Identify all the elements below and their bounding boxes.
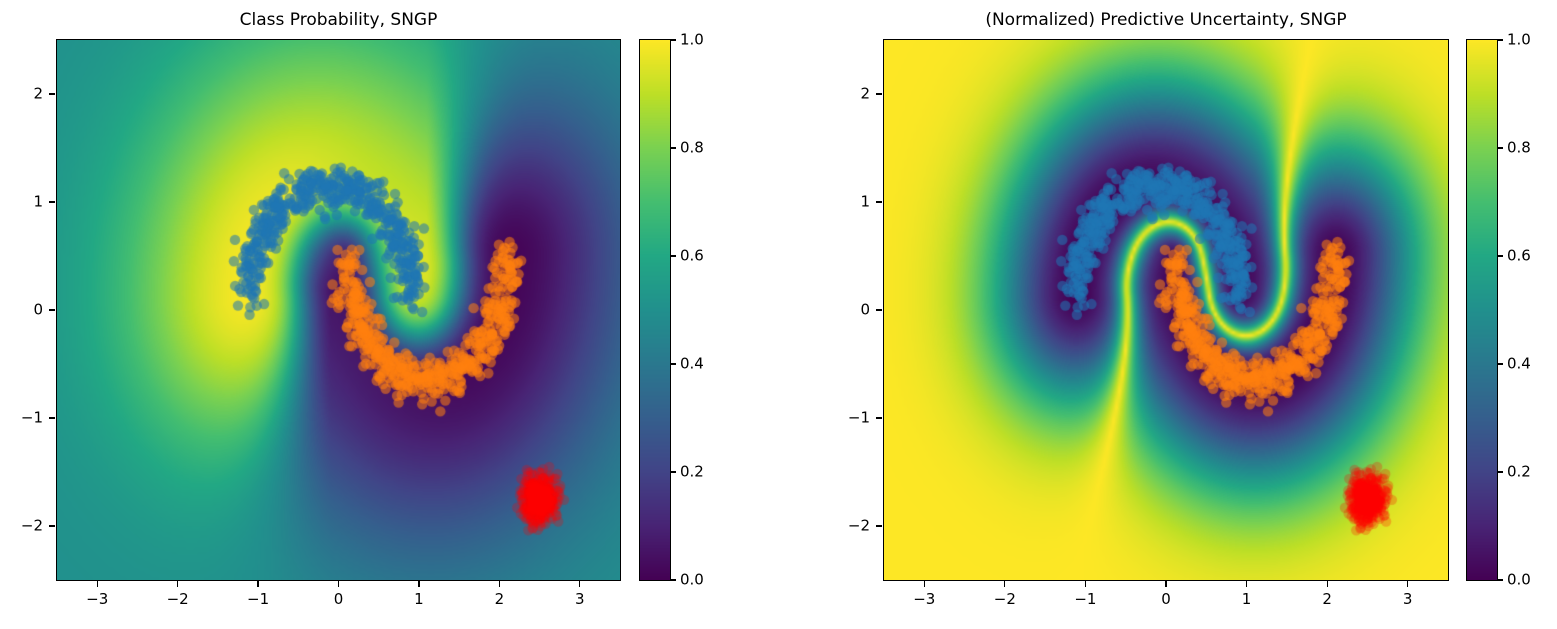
x-tick-label: −3 [913, 590, 936, 608]
x-tick-label: −2 [993, 590, 1016, 608]
colorbar-tick [1498, 363, 1503, 365]
x-tick [579, 581, 581, 587]
colorbar-tick [671, 39, 676, 41]
x-tick [257, 581, 259, 587]
x-tick-label: −2 [166, 590, 189, 608]
y-tick-label: 2 [860, 84, 870, 103]
colorbar-tick [1498, 579, 1503, 581]
colorbar-tick [1498, 255, 1503, 257]
y-tick [876, 525, 882, 527]
colorbar-tick [671, 147, 676, 149]
colorbar-tick [1498, 147, 1503, 149]
y-tick-label: −2 [20, 516, 43, 535]
right-plot-title: (Normalized) Predictive Uncertainty, SNG… [985, 10, 1347, 30]
colorbar-gradient-0 [640, 40, 670, 580]
x-tick-label: 1 [414, 590, 424, 608]
x-tick-label: −3 [86, 590, 109, 608]
colorbar-tick [671, 363, 676, 365]
heatmap-canvas-0 [57, 40, 620, 580]
colorbar-1 [1466, 39, 1498, 581]
y-tick-label: 0 [33, 300, 43, 319]
colorbar-tick-label: 0.4 [680, 354, 704, 373]
x-tick [1407, 581, 1409, 587]
y-tick-label: −1 [847, 408, 870, 427]
colorbar-tick-label: 0.8 [680, 138, 704, 157]
x-tick [1245, 581, 1248, 587]
y-tick-label: −2 [847, 516, 870, 535]
plot-area-class-probability [56, 39, 621, 581]
x-tick [96, 581, 98, 587]
x-tick [418, 581, 420, 587]
colorbar-tick-label: 0.2 [680, 462, 704, 481]
y-tick-label: 2 [33, 84, 43, 103]
colorbar-tick [671, 579, 676, 581]
x-tick [1326, 581, 1328, 587]
y-tick [49, 525, 55, 527]
y-tick [876, 201, 882, 203]
colorbar-tick-label: 0.6 [680, 246, 704, 265]
colorbar-tick [1498, 39, 1503, 41]
y-tick [876, 309, 882, 311]
colorbar-tick-label: 0.0 [1507, 570, 1531, 589]
x-tick-label: 2 [1322, 590, 1332, 608]
colorbar-tick [671, 255, 676, 257]
colorbar-tick [671, 471, 676, 473]
colorbar-tick-label: 1.0 [680, 30, 704, 49]
colorbar-tick-label: 1.0 [1507, 30, 1531, 49]
colorbar-tick-label: 0.8 [1507, 138, 1531, 157]
y-tick [49, 309, 55, 311]
y-tick-label: −1 [20, 408, 43, 427]
colorbar-tick-label: 0.6 [1507, 246, 1531, 265]
x-tick [923, 581, 925, 587]
x-tick [177, 581, 179, 587]
x-tick [1084, 581, 1087, 587]
colorbar-gradient-1 [1467, 40, 1497, 580]
x-tick-label: −1 [1074, 590, 1097, 608]
x-tick [1004, 581, 1006, 587]
plot-area-uncertainty [883, 39, 1449, 581]
y-tick-label: 0 [860, 300, 870, 319]
y-tick [49, 93, 55, 95]
x-tick-label: −1 [247, 590, 270, 608]
colorbar-0 [639, 39, 671, 581]
y-tick [876, 417, 882, 419]
x-tick [498, 581, 500, 587]
y-tick [876, 93, 882, 95]
x-tick [337, 581, 340, 587]
y-tick [49, 417, 55, 419]
colorbar-tick-label: 0.0 [680, 570, 704, 589]
x-tick-label: 3 [1402, 590, 1413, 608]
x-tick-label: 2 [494, 590, 505, 608]
colorbar-tick-label: 0.2 [1507, 462, 1531, 481]
heatmap-canvas-1 [884, 40, 1448, 580]
x-tick-label: 1 [1241, 590, 1252, 608]
x-tick-label: 3 [575, 590, 585, 608]
y-tick [49, 201, 55, 203]
y-tick-label: 1 [33, 192, 43, 211]
x-tick-label: 0 [1161, 590, 1171, 608]
colorbar-tick-label: 0.4 [1507, 354, 1531, 373]
y-tick-label: 1 [860, 192, 870, 211]
x-tick [1165, 581, 1167, 587]
left-plot-title: Class Probability, SNGP [239, 10, 438, 30]
x-tick-label: 0 [333, 590, 344, 608]
colorbar-tick [1498, 471, 1503, 473]
